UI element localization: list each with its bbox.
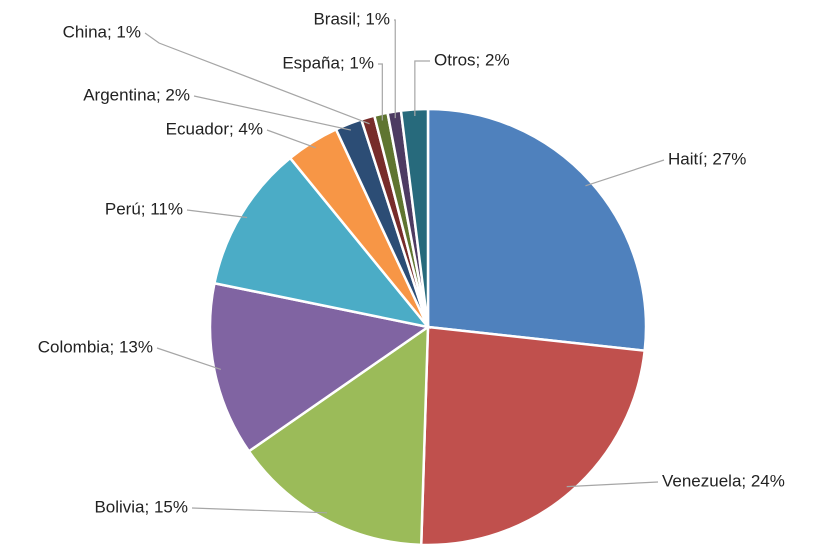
data-label: Argentina; 2% <box>83 85 190 104</box>
leader-line <box>378 63 383 121</box>
data-label: Venezuela; 24% <box>662 471 785 490</box>
pie-slice <box>247 324 430 545</box>
data-label: Brasil; 1% <box>313 9 390 28</box>
leader-line <box>585 159 665 187</box>
data-label: China; 1% <box>63 22 141 41</box>
pie-slice <box>426 107 648 353</box>
leader-line <box>193 95 352 131</box>
leader-line <box>414 60 430 116</box>
leader-line <box>394 19 396 119</box>
data-label: España; 1% <box>282 53 374 72</box>
data-label: Ecuador; 4% <box>166 119 263 138</box>
leader-line <box>186 209 248 219</box>
data-label: Otros; 2% <box>434 50 510 69</box>
leader-line <box>156 347 222 371</box>
data-label: Haití; 27% <box>668 149 746 168</box>
data-label: Perú; 11% <box>105 199 183 218</box>
leader-line <box>191 507 328 514</box>
pie-slice <box>208 281 432 454</box>
leader-line <box>266 129 316 149</box>
leader-line <box>566 481 659 488</box>
data-label: Bolivia; 15% <box>94 497 188 516</box>
pie-slice <box>212 156 432 329</box>
leader-line <box>144 32 370 125</box>
pie-slice <box>419 325 647 545</box>
data-label: Colombia; 13% <box>38 337 153 356</box>
